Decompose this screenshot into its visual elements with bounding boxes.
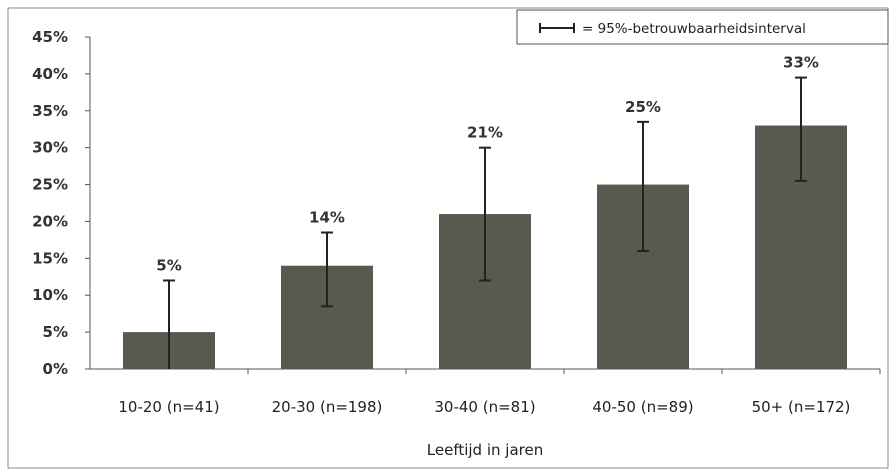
- x-axis: 10-20 (n=41) 20-30 (n=198) 30-40 (n=81) 40-…: [90, 368, 881, 416]
- chart-border: [7, 7, 889, 469]
- legend-box: [516, 9, 889, 45]
- y-tick-label: 40%: [32, 65, 68, 83]
- x-tick-label: 30-40 (n=81): [434, 398, 535, 416]
- legend: = 95%-betrouwbaarheidsinterval: [516, 9, 889, 45]
- y-tick-label: 5%: [43, 323, 68, 341]
- data-label: 25%: [625, 98, 661, 116]
- data-label: 33%: [783, 54, 819, 72]
- y-tick-label: 25%: [32, 176, 68, 194]
- y-tick-label: 10%: [32, 286, 68, 304]
- x-axis-title: Leeftijd in jaren: [427, 441, 543, 459]
- data-label: 5%: [156, 256, 181, 274]
- x-tick-label: 20-30 (n=198): [272, 398, 383, 416]
- x-tick-label: 40-50 (n=89): [592, 398, 693, 416]
- y-tick-label: 30%: [32, 139, 68, 157]
- y-tick-label: 45%: [32, 28, 68, 46]
- x-tick-label: 10-20 (n=41): [118, 398, 219, 416]
- y-axis: 0% 5% 10% 15% 20% 25% 30% 35% 40% 45%: [32, 28, 91, 378]
- data-label: 21%: [467, 124, 503, 142]
- bars: [123, 125, 847, 370]
- legend-label: = 95%-betrouwbaarheidsinterval: [582, 21, 806, 37]
- y-tick-label: 20%: [32, 212, 68, 230]
- y-tick-label: 35%: [32, 102, 68, 120]
- error-bars: [163, 76, 807, 369]
- data-labels: 5% 14% 21% 25% 33%: [156, 54, 819, 275]
- y-tick-label: 15%: [32, 249, 68, 267]
- data-label: 14%: [309, 209, 345, 227]
- y-tick-label: 0%: [43, 360, 68, 378]
- x-tick-label: 50+ (n=172): [752, 398, 851, 416]
